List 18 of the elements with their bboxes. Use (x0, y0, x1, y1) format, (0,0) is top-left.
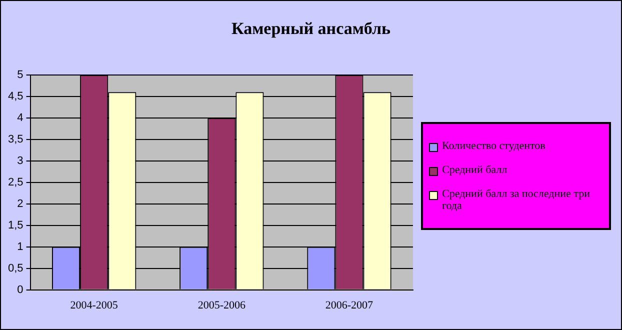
y-tick-label: 2 (17, 198, 24, 210)
y-tick-label: 4,5 (8, 90, 24, 103)
y-tick-label: 2,5 (8, 176, 24, 188)
y-tick-label: 4 (17, 112, 24, 124)
y-tick-label: 5 (17, 69, 24, 82)
x-tick-label: 2004-2005 (70, 299, 118, 312)
x-tick-label: 2006-2007 (325, 299, 374, 312)
y-tick-label: 0 (17, 284, 24, 296)
y-tick-label: 3 (17, 154, 24, 167)
y-tick-label: 3,5 (8, 133, 24, 146)
chart-title: Камерный ансамбль (230, 19, 392, 39)
x-tick-label: 2005-2006 (198, 299, 246, 312)
legend-label: Средний балл за последние три года (442, 188, 591, 212)
y-tick-label: 1 (17, 240, 24, 253)
legend-label: Количество студентов (442, 140, 546, 152)
y-tick-label: 1,5 (8, 219, 24, 232)
legend-label: Средний балл (442, 164, 508, 176)
y-tick-label: 0,5 (8, 262, 24, 274)
